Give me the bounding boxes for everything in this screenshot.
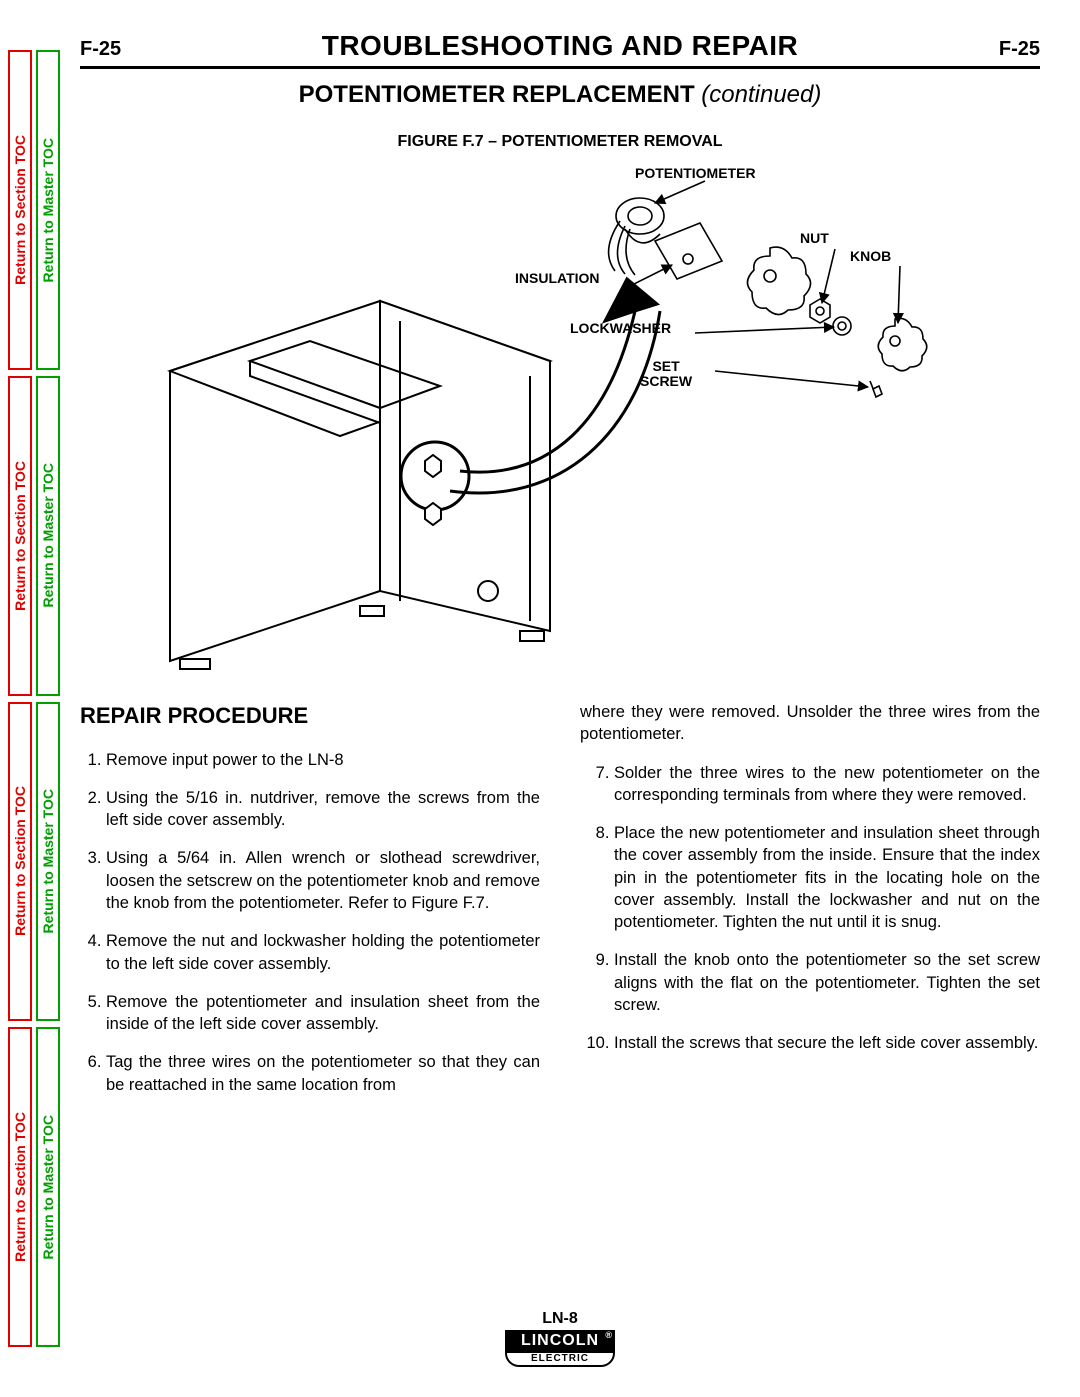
subtitle-main: POTENTIOMETER REPLACEMENT [299, 81, 695, 108]
tab-label: Return to Master TOC [40, 463, 56, 607]
return-master-toc-link[interactable]: Return to Master TOC [36, 702, 60, 1022]
text-columns: REPAIR PROCEDURE Remove input power to t… [80, 701, 1040, 1112]
procedure-step: Remove the nut and lockwasher holding th… [106, 930, 540, 975]
label-insulation: INSULATION [515, 271, 600, 286]
left-column: REPAIR PROCEDURE Remove input power to t… [80, 701, 540, 1112]
procedure-steps-right: Solder the three wires to the new potent… [580, 762, 1040, 1055]
tab-label: Return to Section TOC [12, 135, 28, 285]
repair-heading: REPAIR PROCEDURE [80, 701, 540, 731]
side-tab-container: Return to Section TOC Return to Section … [8, 50, 60, 1347]
label-potentiometer: POTENTIOMETER [635, 166, 756, 181]
procedure-step: Using a 5/64 in. Allen wrench or slothea… [106, 847, 540, 914]
model-number: LN-8 [80, 1310, 1040, 1328]
page-number-right: F-25 [999, 38, 1040, 61]
tab-label: Return to Master TOC [40, 138, 56, 282]
figure-svg [80, 161, 1040, 681]
section-title: TROUBLESHOOTING AND REPAIR [121, 30, 999, 62]
procedure-step: Using the 5/16 in. nutdriver, remove the… [106, 787, 540, 832]
return-section-toc-link[interactable]: Return to Section TOC [8, 1027, 32, 1347]
procedure-step: Install the screws that secure the left … [614, 1032, 1040, 1054]
figure-caption: FIGURE F.7 – POTENTIOMETER REMOVAL [80, 133, 1040, 151]
tab-label: Return to Section TOC [12, 461, 28, 611]
label-knob: KNOB [850, 249, 891, 264]
right-column: where they were removed. Unsolder the th… [580, 701, 1040, 1112]
return-section-toc-link[interactable]: Return to Section TOC [8, 376, 32, 696]
brand-logo-top: LINCOLN® [505, 1330, 615, 1351]
page-header: F-25 TROUBLESHOOTING AND REPAIR F-25 [80, 30, 1040, 69]
tab-label: Return to Section TOC [12, 1112, 28, 1262]
return-master-toc-link[interactable]: Return to Master TOC [36, 50, 60, 370]
return-section-toc-link[interactable]: Return to Section TOC [8, 50, 32, 370]
procedure-step: Solder the three wires to the new potent… [614, 762, 1040, 807]
page-footer: LN-8 LINCOLN® ELECTRIC [80, 1310, 1040, 1367]
procedure-step: Remove input power to the LN-8 [106, 749, 540, 771]
procedure-step: Install the knob onto the potentiometer … [614, 949, 1040, 1016]
label-setscrew: SETSCREW [640, 359, 692, 390]
procedure-step: Tag the three wires on the potentiometer… [106, 1051, 540, 1096]
label-lockwasher: LOCKWASHER [570, 321, 671, 336]
return-master-toc-link[interactable]: Return to Master TOC [36, 376, 60, 696]
return-master-toc-link[interactable]: Return to Master TOC [36, 1027, 60, 1347]
subtitle-continued: (continued) [701, 81, 821, 108]
procedure-steps-left: Remove input power to the LN-8 Using the … [80, 749, 540, 1096]
brand-logo-bottom: ELECTRIC [505, 1351, 615, 1367]
tab-label: Return to Section TOC [12, 786, 28, 936]
procedure-step: Place the new potentiometer and insulati… [614, 822, 1040, 933]
section-toc-column: Return to Section TOC Return to Section … [8, 50, 32, 1347]
page-subtitle: POTENTIOMETER REPLACEMENT (continued) [80, 81, 1040, 109]
return-section-toc-link[interactable]: Return to Section TOC [8, 702, 32, 1022]
tab-label: Return to Master TOC [40, 789, 56, 933]
step-continuation: where they were removed. Unsolder the th… [580, 701, 1040, 746]
procedure-step: Remove the potentiometer and insulation … [106, 991, 540, 1036]
master-toc-column: Return to Master TOC Return to Master TO… [36, 50, 60, 1347]
page-content: F-25 TROUBLESHOOTING AND REPAIR F-25 POT… [80, 30, 1040, 1367]
tab-label: Return to Master TOC [40, 1115, 56, 1259]
page-number-left: F-25 [80, 38, 121, 61]
brand-logo: LINCOLN® ELECTRIC [505, 1330, 615, 1367]
figure-diagram: POTENTIOMETER NUT KNOB INSULATION LOCKWA… [80, 161, 1040, 681]
label-nut: NUT [800, 231, 829, 246]
